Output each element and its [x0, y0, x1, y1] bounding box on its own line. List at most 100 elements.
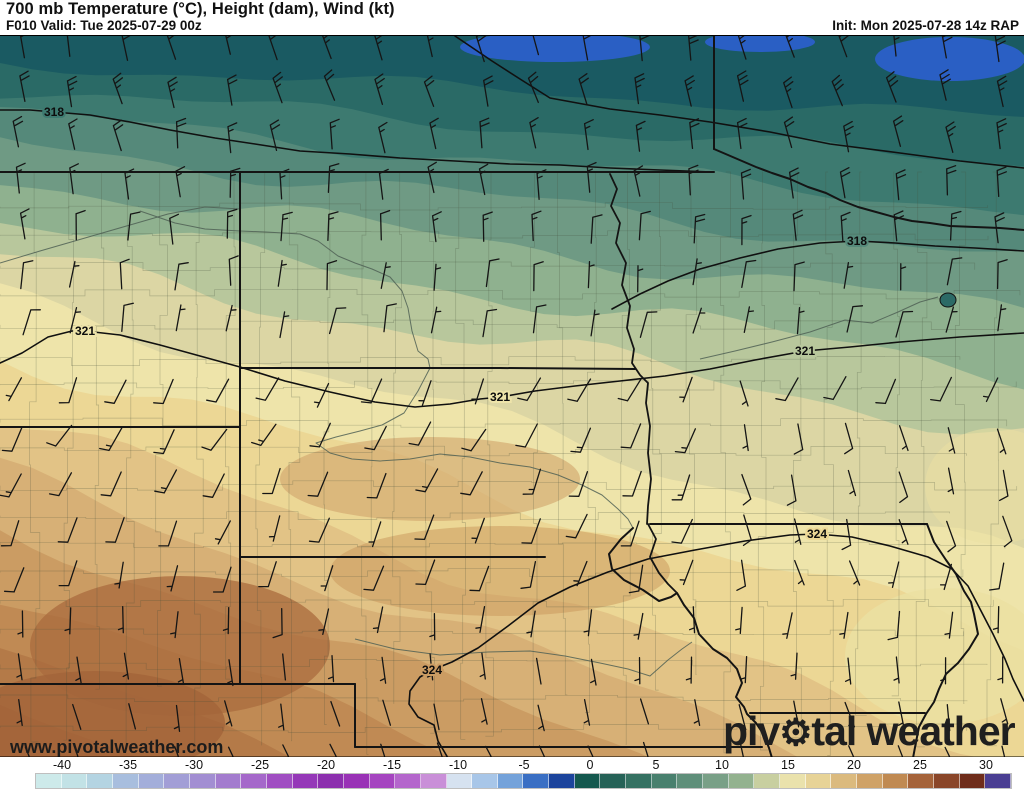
wind-barb [202, 473, 225, 498]
wind-barb [471, 517, 485, 544]
wind-barb [372, 606, 384, 634]
wind-barb [214, 520, 231, 545]
wind-barb [72, 703, 82, 730]
height-contour-label: 318 [847, 234, 867, 248]
wind-barb [875, 378, 897, 405]
wind-barb [743, 306, 755, 334]
wind-barb [279, 168, 290, 200]
wind-barb [634, 73, 645, 105]
wind-barb [568, 471, 589, 497]
wind-barb [167, 76, 178, 109]
wind-barb [269, 119, 281, 152]
wind-barb [430, 306, 442, 334]
rivers-layer [0, 206, 957, 677]
wind-barb [226, 208, 238, 239]
wind-barb [940, 657, 947, 685]
wind-barb [633, 612, 644, 640]
colorbar-cell [472, 774, 498, 788]
wind-barb [843, 261, 854, 289]
colorbar-cell [343, 774, 370, 788]
wind-barb [635, 120, 646, 152]
wind-barb [573, 560, 588, 587]
wind-barb [633, 165, 644, 197]
wind-barb [939, 563, 953, 591]
map-canvas[interactable]: 318 318 321 321 321 324 324 www.pivotalweather.… [0, 23, 1024, 791]
wind-barb [262, 467, 281, 495]
wind-barb [429, 613, 436, 641]
height-contour-label: 321 [75, 324, 95, 338]
wind-barb [839, 167, 851, 199]
wind-barb [364, 425, 387, 451]
wind-barb [48, 472, 73, 497]
wind-barb [848, 560, 861, 586]
wind-barb [251, 423, 277, 447]
wind-barb [893, 210, 905, 242]
wind-barb [326, 260, 338, 291]
wind-barb [12, 115, 24, 148]
wind-barb [20, 260, 34, 290]
wind-barb [415, 468, 439, 493]
colorbar-cell [959, 774, 986, 788]
wind-barb [996, 118, 1007, 150]
wind-barb [788, 167, 800, 199]
colorbar-tick-label: -40 [52, 758, 72, 772]
wind-barb [622, 470, 642, 497]
river-minnesota [699, 296, 939, 360]
contour-315 [454, 35, 1024, 169]
wind-barb [634, 657, 641, 685]
border-nd-sd [239, 367, 636, 370]
wind-barb [469, 565, 490, 592]
wind-barb [124, 168, 135, 200]
wind-barb [992, 606, 1000, 634]
wind-barb [685, 656, 693, 684]
wind-barb [888, 561, 900, 588]
wind-barb [418, 380, 432, 406]
wind-barb [408, 421, 432, 446]
wind-barb [989, 562, 1005, 591]
colorbar-tick-labels: -40 -35 -30 -25 -20 -15 -10 -5 0 5 10 15 20 25 30 [0, 758, 1024, 773]
wind-barb [383, 303, 397, 333]
wind-barb [308, 517, 330, 543]
wind-barb [823, 376, 847, 401]
temperature-colorbar: -40 -35 -30 -25 -20 -15 -10 -5 0 5 10 15 20 25 30 [0, 757, 1024, 791]
wind-barb [693, 213, 706, 244]
wind-barb [212, 566, 232, 593]
wind-barb [227, 122, 238, 154]
wind-barb [374, 73, 385, 105]
colorbar-cell [215, 774, 242, 788]
wind-barb [895, 310, 914, 338]
colorbar-cell [369, 774, 396, 788]
colorbar-tick-label: -10 [448, 758, 468, 772]
wind-barb [460, 471, 483, 496]
wind-barb [226, 74, 238, 106]
colorbar-cell [574, 774, 601, 788]
wind-barb [112, 72, 124, 105]
wind-barb [16, 653, 23, 681]
wind-barb [793, 261, 805, 292]
wind-barb [175, 304, 186, 332]
wind-barb [939, 69, 951, 101]
colorbar-cell [497, 774, 524, 788]
wind-barb [378, 168, 389, 200]
wind-barb [996, 75, 1008, 108]
colorbar-tick-label: 0 [586, 758, 594, 772]
colorbar-cell [87, 774, 113, 788]
wind-barb [99, 427, 123, 452]
wind-barb [684, 75, 695, 107]
border-canada-mn [713, 148, 1024, 231]
wind-barb [515, 423, 538, 448]
wind-barb [583, 698, 591, 726]
wind-barb [423, 75, 435, 107]
colorbar-cell [857, 774, 883, 788]
colorbar-tick-label: 25 [913, 758, 927, 772]
wind-barb [128, 703, 137, 730]
colorbar-cell [754, 774, 781, 788]
wind-barb [846, 305, 864, 333]
wind-barb [998, 469, 1009, 502]
wind-barb [844, 657, 852, 685]
wind-barb [517, 377, 542, 402]
wind-barb [16, 698, 23, 727]
colorbar-cell [677, 774, 704, 788]
weather-map-svg[interactable]: 318 318 321 321 321 324 324 www.pivotalweather.… [0, 23, 1024, 791]
wind-barb [793, 700, 800, 728]
